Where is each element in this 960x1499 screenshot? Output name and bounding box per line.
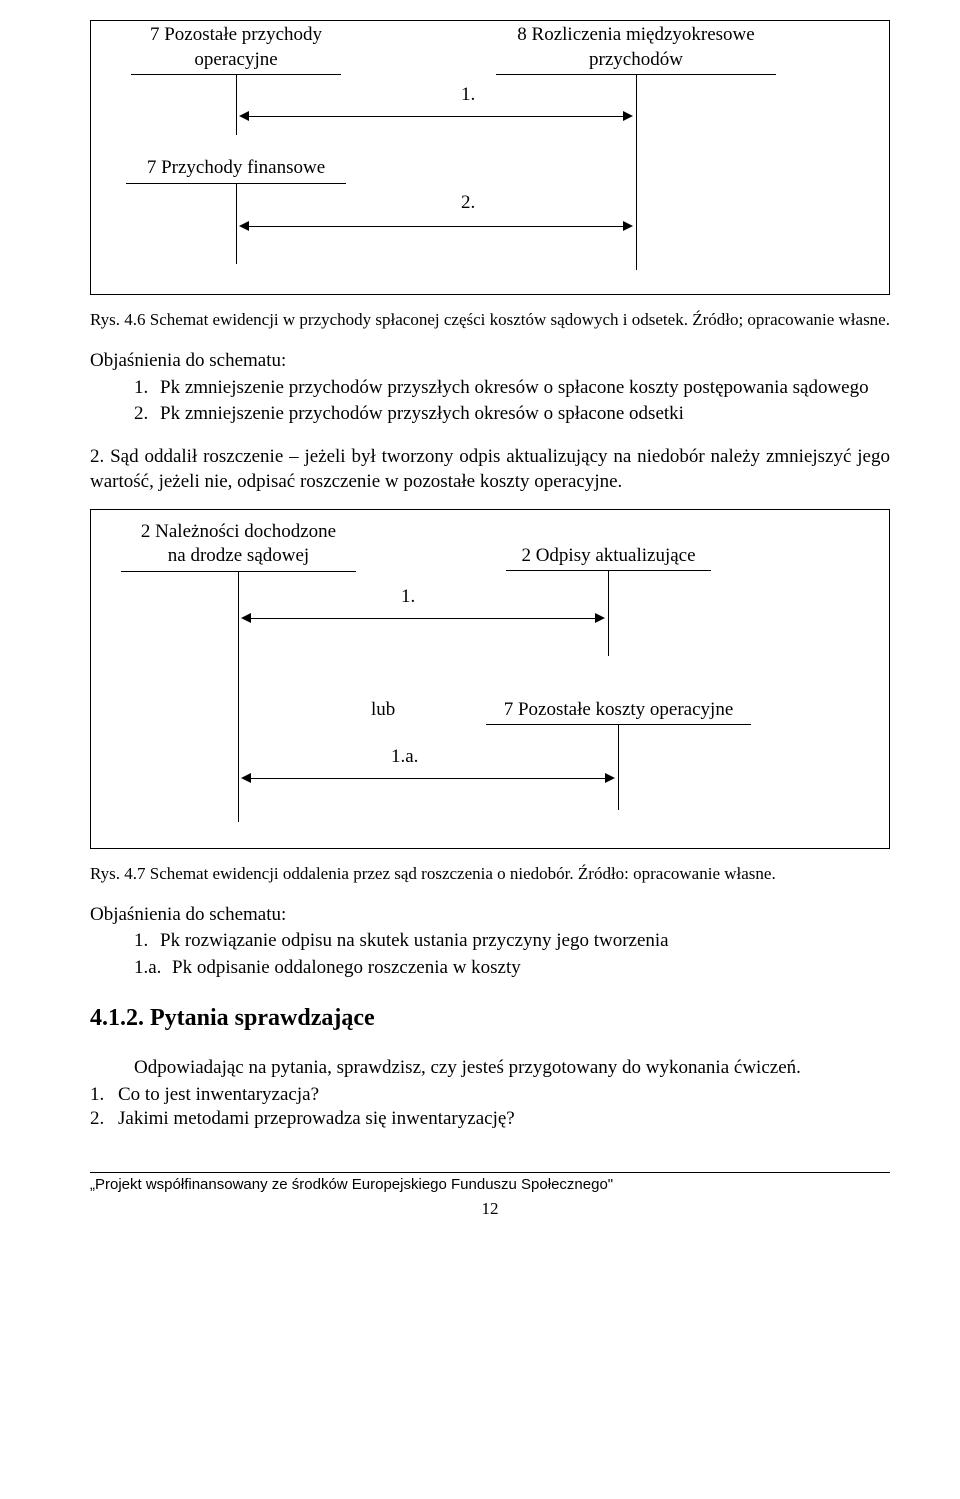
arrow-head — [239, 111, 249, 121]
arrow-1 — [243, 618, 603, 619]
arrow-1a — [243, 778, 613, 779]
paragraph-2: 2. Sąd oddalił roszczenie – jeżeli był t… — [90, 445, 890, 494]
t-account-8-rozliczenia: 8 Rozliczenia międzyokresowe przychodów — [496, 23, 776, 270]
explain-head-2: Objaśnienia do schematu: — [90, 903, 890, 928]
arrow-head — [623, 221, 633, 231]
list-num: 1. — [134, 376, 160, 401]
t-account-title: 7 Przychody finansowe — [126, 156, 346, 184]
arrow-head — [239, 221, 249, 231]
diagram-1: 7 Pozostałe przychody operacyjne 8 Rozli… — [90, 20, 890, 295]
figure-caption-46: Rys. 4.6 Schemat ewidencji w przychody s… — [90, 309, 890, 331]
list-item: 2.Jakimi metodami przeprowadza się inwen… — [90, 1107, 890, 1132]
arrow-label-1: 1. — [401, 585, 415, 610]
list-item: 1.Pk rozwiązanie odpisu na skutek ustani… — [134, 929, 890, 954]
arrow-label-1: 1. — [461, 83, 475, 108]
arrow-label-1a: 1.a. — [391, 745, 418, 770]
list-num: 1.a. — [134, 956, 172, 981]
arrow-head — [241, 613, 251, 623]
t-account-title: 7 Pozostałe koszty operacyjne — [486, 698, 751, 726]
page-number: 12 — [90, 1198, 890, 1220]
t-account-2-odpisy: 2 Odpisy aktualizujące — [506, 544, 711, 657]
qa-list: 1.Co to jest inwentaryzacja? 2.Jakimi me… — [90, 1083, 890, 1132]
list-item: 1.Pk zmniejszenie przychodów przyszłych … — [134, 376, 890, 401]
footer-text: „Projekt współfinansowany ze środków Eur… — [90, 1175, 890, 1195]
list-text: Pk zmniejszenie przychodów przyszłych ok… — [160, 402, 890, 427]
diagram-2: 2 Należności dochodzone na drodze sądowe… — [90, 509, 890, 849]
t-account-7-przychody-fin: 7 Przychody finansowe — [126, 156, 346, 264]
list-item: 1.Co to jest inwentaryzacja? — [90, 1083, 890, 1108]
t-account-title: 7 Pozostałe przychody operacyjne — [131, 23, 341, 75]
arrow-2 — [241, 226, 631, 227]
explain-list-2: 1.Pk rozwiązanie odpisu na skutek ustani… — [90, 929, 890, 980]
list-item: 1.a.Pk odpisanie oddalonego roszczenia w… — [134, 956, 890, 981]
lub-label: lub — [371, 698, 395, 723]
qa-intro: Odpowiadając na pytania, sprawdzisz, czy… — [90, 1056, 890, 1081]
list-num: 2. — [90, 1107, 118, 1132]
explain-list-1: 1.Pk zmniejszenie przychodów przyszłych … — [90, 376, 890, 427]
list-item: 2.Pk zmniejszenie przychodów przyszłych … — [134, 402, 890, 427]
list-text: Pk zmniejszenie przychodów przyszłych ok… — [160, 376, 890, 401]
list-text: Pk rozwiązanie odpisu na skutek ustania … — [160, 929, 890, 954]
t-account-7-pozostale-koszty: 7 Pozostałe koszty operacyjne — [486, 698, 751, 811]
figure-caption-47: Rys. 4.7 Schemat ewidencji oddalenia prz… — [90, 863, 890, 885]
explain-head-1: Objaśnienia do schematu: — [90, 349, 890, 374]
list-num: 1. — [90, 1083, 118, 1108]
arrow-head — [623, 111, 633, 121]
list-num: 2. — [134, 402, 160, 427]
arrow-1 — [241, 116, 631, 117]
list-text: Pk odpisanie oddalonego roszczenia w kos… — [172, 956, 890, 981]
list-text: Co to jest inwentaryzacja? — [118, 1083, 319, 1108]
t-account-title: 2 Odpisy aktualizujące — [506, 544, 711, 572]
arrow-label-2: 2. — [461, 191, 475, 216]
list-num: 1. — [134, 929, 160, 954]
t-account-7-pozostale: 7 Pozostałe przychody operacyjne — [131, 23, 341, 135]
t-account-title: 2 Należności dochodzone na drodze sądowe… — [121, 520, 356, 572]
section-heading: 4.1.2. Pytania sprawdzające — [90, 1003, 890, 1034]
arrow-head — [605, 773, 615, 783]
list-text: Jakimi metodami przeprowadza się inwenta… — [118, 1107, 515, 1132]
t-account-title: 8 Rozliczenia międzyokresowe przychodów — [496, 23, 776, 75]
arrow-head — [241, 773, 251, 783]
arrow-head — [595, 613, 605, 623]
